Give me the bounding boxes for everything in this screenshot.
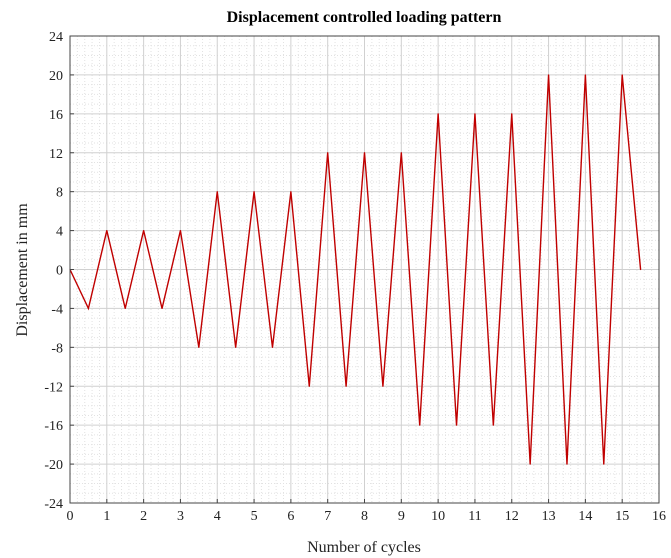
data-point: [621, 74, 623, 76]
y-tick-label: 24: [49, 30, 63, 45]
y-tick-label: -8: [51, 341, 63, 356]
data-point: [382, 385, 384, 387]
data-point: [400, 152, 402, 154]
data-point: [547, 74, 550, 76]
data-point: [253, 191, 255, 193]
data-point: [161, 307, 163, 310]
x-tick-label: 3: [177, 509, 184, 524]
x-tick-label: 11: [468, 509, 481, 524]
data-point: [584, 74, 586, 76]
data-point: [492, 424, 494, 426]
x-tick-label: 5: [251, 509, 258, 524]
chart-title: Displacement controlled loading pattern: [227, 9, 502, 26]
y-axis-label: Displacement in mm: [14, 203, 31, 337]
data-point: [603, 463, 605, 465]
y-tick-label: 8: [56, 186, 63, 201]
x-tick-label: 4: [214, 509, 221, 524]
y-tick-label: -12: [44, 380, 63, 395]
x-tick-label: 8: [361, 509, 368, 524]
data-point: [327, 152, 329, 154]
y-tick-label: 4: [56, 225, 63, 240]
y-tick-label: -16: [44, 419, 63, 434]
y-tick-label: -24: [44, 497, 63, 512]
x-tick-label: 9: [398, 509, 405, 524]
data-point: [566, 463, 568, 465]
data-point: [179, 229, 182, 232]
x-tick-label: 1: [103, 509, 110, 524]
x-axis-label: Number of cycles: [307, 539, 421, 556]
y-tick-label: -20: [44, 458, 63, 473]
data-point: [345, 385, 347, 387]
data-point: [106, 229, 108, 232]
x-tick-label: 6: [287, 509, 294, 524]
data-point: [124, 307, 126, 310]
data-point: [437, 113, 439, 115]
x-tick-label: 16: [652, 509, 666, 524]
data-point: [639, 268, 642, 271]
data-point: [455, 424, 458, 426]
x-tick-label: 10: [431, 509, 445, 524]
series-line-0: [69, 74, 642, 465]
x-tick-labels: 0 1 2 3 4 5 6 7 8 9 10 11 12 13 14 15 16: [67, 499, 666, 524]
data-point: [363, 152, 366, 154]
data-point: [216, 191, 218, 193]
data-point: [143, 229, 145, 232]
y-tick-label: 12: [49, 147, 63, 162]
y-tick-labels: -24 -20 -16 -12 -8 -4 0 4 8 12 16 20 24: [44, 30, 74, 512]
y-tick-label: 20: [49, 69, 63, 84]
x-tick-label: 15: [615, 509, 629, 524]
y-tick-label: -4: [51, 302, 63, 317]
y-tick-label: 16: [49, 108, 63, 123]
data-point: [511, 113, 513, 115]
x-tick-label: 14: [578, 509, 592, 524]
series-layer: [69, 74, 642, 465]
x-tick-label: 13: [542, 509, 556, 524]
x-tick-label: 7: [324, 509, 331, 524]
data-point: [235, 346, 237, 348]
data-point: [529, 463, 531, 465]
x-tick-label: 12: [505, 509, 519, 524]
y-tick-label: 0: [56, 264, 63, 279]
x-tick-label: 2: [140, 509, 147, 524]
data-point: [290, 191, 292, 193]
data-point: [271, 346, 274, 348]
data-point: [198, 346, 200, 348]
x-tick-label: 0: [67, 509, 74, 524]
data-point: [87, 307, 90, 310]
data-point: [474, 113, 476, 115]
data-point: [419, 424, 421, 426]
data-point: [308, 385, 310, 387]
